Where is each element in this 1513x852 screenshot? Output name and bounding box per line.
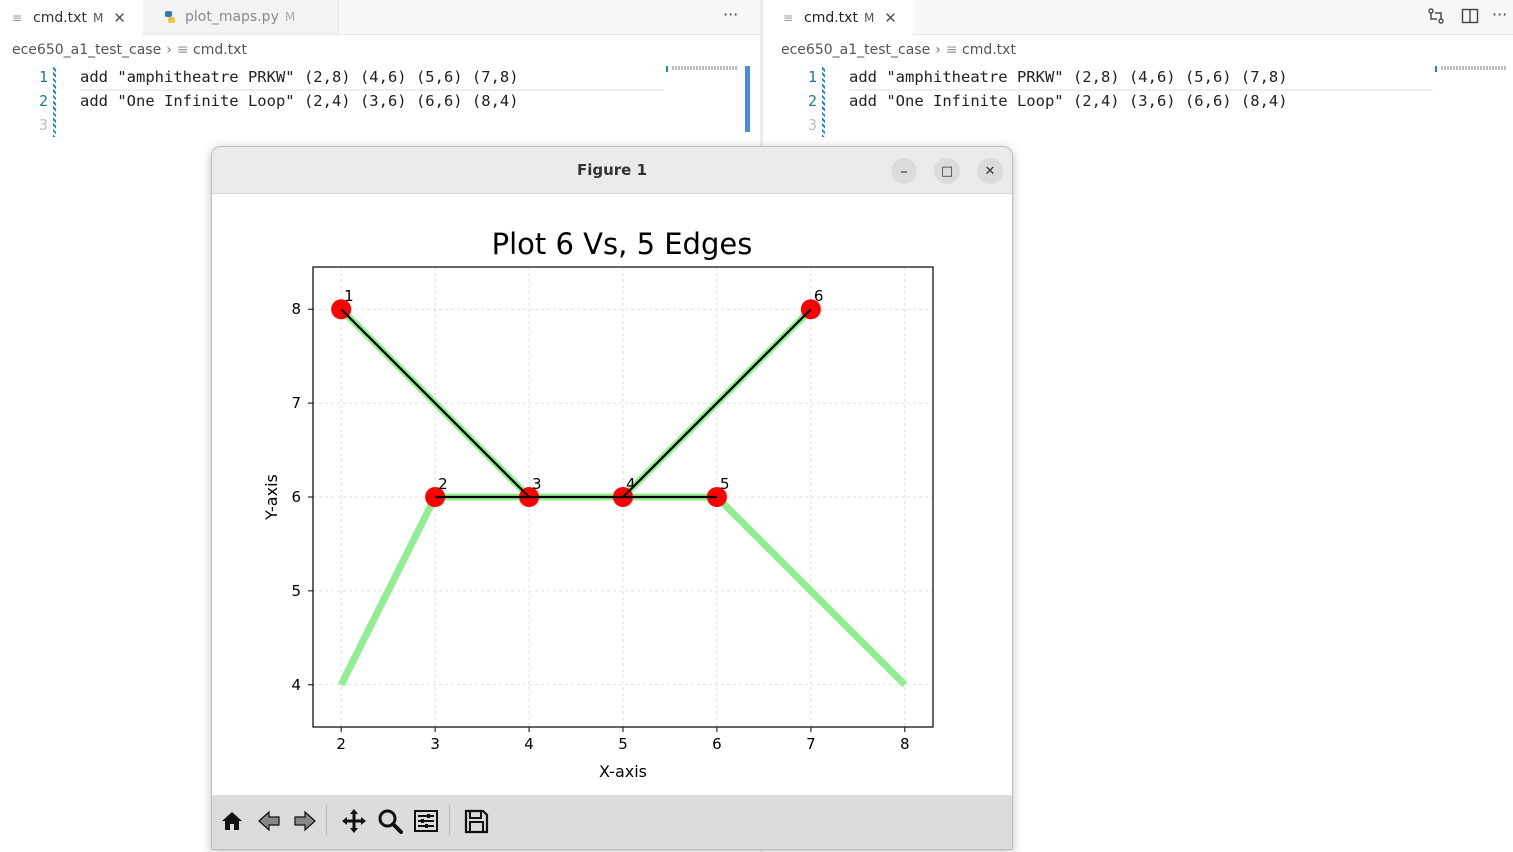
text-file-icon: ≡ bbox=[176, 42, 193, 58]
y-tick-label: 8 bbox=[291, 300, 301, 318]
breadcrumb-file[interactable]: cmd.txt bbox=[962, 42, 1016, 58]
breadcrumb: ece650_a1_test_case › ≡ cmd.txt bbox=[781, 42, 1016, 58]
y-tick-label: 4 bbox=[291, 676, 301, 694]
text-file-icon: ≡ bbox=[945, 42, 962, 58]
vertex-label: 6 bbox=[814, 287, 824, 305]
x-tick-label: 5 bbox=[618, 735, 628, 753]
tab-plot-maps-py[interactable]: plot_maps.py M bbox=[143, 0, 339, 34]
y-tick-label: 6 bbox=[291, 488, 301, 506]
close-icon[interactable]: ✕ bbox=[113, 8, 126, 27]
line-number: 2 bbox=[38, 92, 48, 110]
minimap[interactable] bbox=[672, 66, 738, 70]
code-line[interactable]: 3 bbox=[0, 113, 760, 137]
line-number: 1 bbox=[38, 68, 48, 86]
code-text[interactable]: add "One Infinite Loop" (2,4) (3,6) (6,6… bbox=[849, 92, 1288, 110]
line-number: 3 bbox=[807, 116, 817, 134]
vertex-label: 3 bbox=[532, 475, 542, 493]
code-line[interactable]: 1 add "amphitheatre PRKW" (2,8) (4,6) (5… bbox=[0, 65, 760, 91]
code-text[interactable]: add "One Infinite Loop" (2,4) (3,6) (6,6… bbox=[80, 92, 519, 110]
modified-badge: M bbox=[92, 10, 104, 25]
breadcrumb: ece650_a1_test_case › ≡ cmd.txt bbox=[12, 42, 247, 58]
x-tick-label: 4 bbox=[524, 735, 534, 753]
vertex-label: 2 bbox=[438, 475, 448, 493]
window-title: Figure 1 bbox=[576, 161, 648, 179]
tab-label: cmd.txt bbox=[33, 9, 87, 26]
current-line-highlight bbox=[80, 65, 664, 91]
tab-label: cmd.txt bbox=[804, 9, 858, 26]
close-icon[interactable]: ✕ bbox=[884, 8, 897, 27]
code-line[interactable]: 2 add "One Infinite Loop" (2,4) (3,6) (6… bbox=[763, 89, 1513, 113]
vertex-label: 5 bbox=[720, 475, 730, 493]
code-line[interactable]: 2 add "One Infinite Loop" (2,4) (3,6) (6… bbox=[0, 89, 760, 113]
line-number: 2 bbox=[807, 92, 817, 110]
y-tick-label: 5 bbox=[291, 582, 301, 600]
y-tick-label: 7 bbox=[291, 394, 301, 412]
configure-subplots-icon[interactable] bbox=[410, 805, 442, 837]
split-editor-icon[interactable] bbox=[1461, 7, 1479, 29]
more-actions-icon[interactable]: ··· bbox=[723, 5, 739, 24]
pan-icon[interactable] bbox=[338, 805, 370, 837]
axis-ticks: 2 3 4 5 6 7 8 4 5 6 7 8 bbox=[291, 300, 909, 753]
minimap-cursor bbox=[666, 66, 668, 72]
zoom-icon[interactable] bbox=[374, 805, 406, 837]
x-tick-label: 7 bbox=[806, 735, 816, 753]
tab-label: plot_maps.py bbox=[185, 9, 279, 25]
x-tick-label: 2 bbox=[336, 735, 346, 753]
maximize-button[interactable]: □ bbox=[934, 158, 960, 184]
home-icon[interactable] bbox=[216, 805, 248, 837]
modified-badge: M bbox=[284, 10, 296, 24]
chevron-right-icon: › bbox=[166, 42, 172, 58]
line-number: 3 bbox=[38, 116, 48, 134]
figure-window[interactable]: Figure 1 – □ ✕ Plot 6 Vs, 5 Edges 2 3 4 5 6 7… bbox=[211, 146, 1013, 850]
figure-canvas[interactable]: Plot 6 Vs, 5 Edges 2 3 4 5 6 7 8 4 5 6 7 8 1 2 3 4 5 6 X… bbox=[212, 194, 1012, 798]
more-icon[interactable]: ··· bbox=[1492, 5, 1508, 24]
close-button[interactable]: ✕ bbox=[977, 158, 1003, 184]
scrollbar-thumb[interactable] bbox=[745, 66, 750, 132]
vertex-label: 4 bbox=[626, 475, 636, 493]
x-axis-label: X-axis bbox=[599, 762, 647, 781]
breadcrumb-file[interactable]: cmd.txt bbox=[193, 42, 247, 58]
current-line-highlight bbox=[849, 65, 1433, 91]
y-axis-label: Y-axis bbox=[262, 474, 281, 521]
breadcrumb-folder[interactable]: ece650_a1_test_case bbox=[12, 42, 162, 58]
x-tick-label: 3 bbox=[430, 735, 440, 753]
left-tab-bar: ≡ cmd.txt M ✕ plot_maps.py M ··· bbox=[0, 0, 760, 35]
plot-chart[interactable]: Plot 6 Vs, 5 Edges 2 3 4 5 6 7 8 4 5 6 7 8 1 2 3 4 5 6 X… bbox=[212, 194, 1012, 794]
minimize-button[interactable]: – bbox=[891, 158, 917, 184]
edge-lines bbox=[340, 308, 812, 499]
modified-gutter-indicator bbox=[53, 67, 56, 137]
x-tick-label: 6 bbox=[712, 735, 722, 753]
code-text[interactable]: add "amphitheatre PRKW" (2,8) (4,6) (5,6… bbox=[849, 68, 1288, 86]
chevron-right-icon: › bbox=[935, 42, 941, 58]
window-titlebar[interactable]: Figure 1 – □ ✕ bbox=[212, 147, 1012, 194]
minimap-cursor bbox=[1435, 66, 1437, 72]
right-tab-bar: ≡ cmd.txt M ✕ ··· bbox=[763, 0, 1513, 35]
code-text[interactable]: add "amphitheatre PRKW" (2,8) (4,6) (5,6… bbox=[80, 68, 519, 86]
save-icon[interactable] bbox=[460, 805, 492, 837]
x-tick-label: 8 bbox=[900, 735, 910, 753]
modified-badge: M bbox=[863, 10, 875, 25]
breadcrumb-folder[interactable]: ece650_a1_test_case bbox=[781, 42, 931, 58]
modified-gutter-indicator bbox=[822, 67, 825, 137]
text-file-icon: ≡ bbox=[783, 10, 794, 25]
code-line[interactable]: 1 add "amphitheatre PRKW" (2,8) (4,6) (5… bbox=[763, 65, 1513, 91]
tab-cmd-txt-left[interactable]: ≡ cmd.txt M ✕ bbox=[0, 0, 143, 35]
code-line[interactable]: 3 bbox=[763, 113, 1513, 137]
toolbar-separator bbox=[449, 805, 450, 835]
tab-cmd-txt-right[interactable]: ≡ cmd.txt M ✕ bbox=[763, 0, 913, 35]
edge-line bbox=[340, 308, 530, 498]
vertex-labels: 1 2 3 4 5 6 bbox=[344, 287, 823, 493]
text-file-icon: ≡ bbox=[12, 10, 23, 25]
edge-line bbox=[622, 308, 812, 498]
vertex-label: 1 bbox=[344, 287, 354, 305]
compare-icon[interactable] bbox=[1427, 7, 1445, 29]
matplotlib-toolbar bbox=[212, 795, 1012, 849]
toolbar-separator bbox=[326, 805, 327, 835]
line-number: 1 bbox=[807, 68, 817, 86]
chart-title: Plot 6 Vs, 5 Edges bbox=[492, 227, 753, 261]
back-icon[interactable] bbox=[253, 805, 285, 837]
python-file-icon bbox=[165, 11, 175, 23]
forward-icon[interactable] bbox=[289, 805, 321, 837]
minimap[interactable] bbox=[1441, 66, 1507, 70]
